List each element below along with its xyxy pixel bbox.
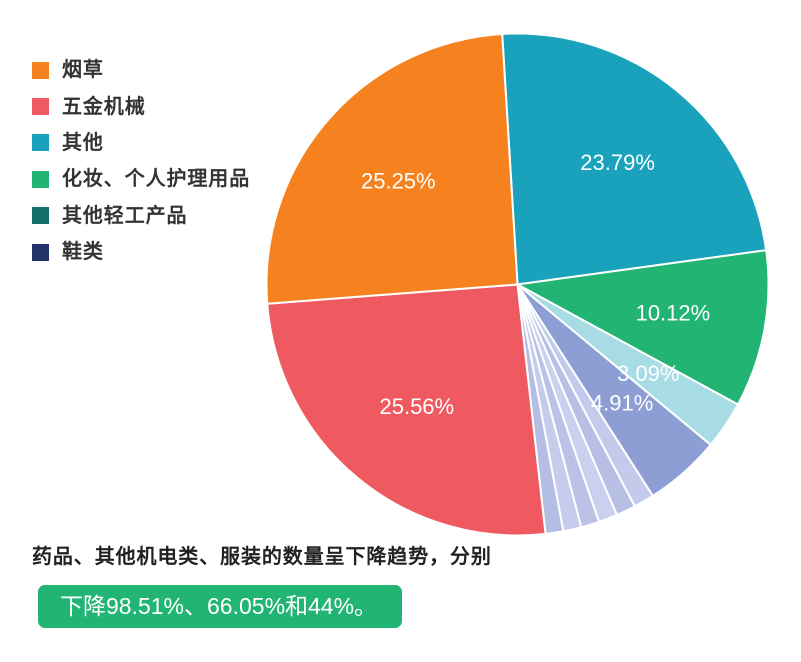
legend-item-other-light-industry: 其他轻工产品 xyxy=(32,198,250,234)
legend-item-hardware-machinery: 五金机械 xyxy=(32,88,250,124)
highlight-text: 下降98.51%、66.05%和44%。 xyxy=(60,593,378,619)
legend-label: 化妆、个人护理用品 xyxy=(62,168,251,191)
pie-slices xyxy=(265,32,770,537)
pie-slice-11 xyxy=(266,283,547,537)
legend-item-footwear: 鞋类 xyxy=(32,234,250,270)
legend-swatch xyxy=(32,243,49,261)
caption-text: 药品、其他机电类、服装的数量呈下降趋势，分别 xyxy=(32,546,492,568)
pie-slice-12 xyxy=(265,32,519,305)
legend-label: 其他 xyxy=(62,131,104,154)
slice-data-label: 3.09% xyxy=(617,361,679,386)
legend-label: 烟草 xyxy=(62,59,104,82)
legend-swatch xyxy=(32,98,49,116)
legend-swatch xyxy=(32,134,49,152)
slice-data-label: 23.79% xyxy=(580,150,655,175)
legend-swatch xyxy=(32,61,49,79)
pie-slice-1 xyxy=(501,32,768,286)
legend-label: 其他轻工产品 xyxy=(62,204,188,227)
legend-item-other: 其他 xyxy=(32,125,250,161)
slice-data-label: 25.25% xyxy=(361,168,436,193)
legend-swatch xyxy=(32,207,49,225)
slice-data-label: 4.91% xyxy=(591,391,653,416)
legend: 烟草 五金机械 其他 化妆、个人护理用品 其他轻工产品 鞋类 xyxy=(32,52,250,270)
legend-label: 五金机械 xyxy=(62,95,146,118)
pie-slice-2 xyxy=(516,249,770,406)
slice-data-label: 25.56% xyxy=(379,394,454,419)
pie-data-labels: 23.79% 10.12% 3.09% 4.91% 25.56% 25.25% xyxy=(361,150,710,419)
legend-item-tobacco: 烟草 xyxy=(32,52,250,88)
highlight-banner: 下降98.51%、66.05%和44%。 xyxy=(38,585,402,628)
legend-swatch xyxy=(32,170,49,188)
legend-item-cosmetics-personal-care: 化妆、个人护理用品 xyxy=(32,161,250,197)
slice-data-label: 10.12% xyxy=(636,301,711,326)
legend-label: 鞋类 xyxy=(62,241,104,264)
